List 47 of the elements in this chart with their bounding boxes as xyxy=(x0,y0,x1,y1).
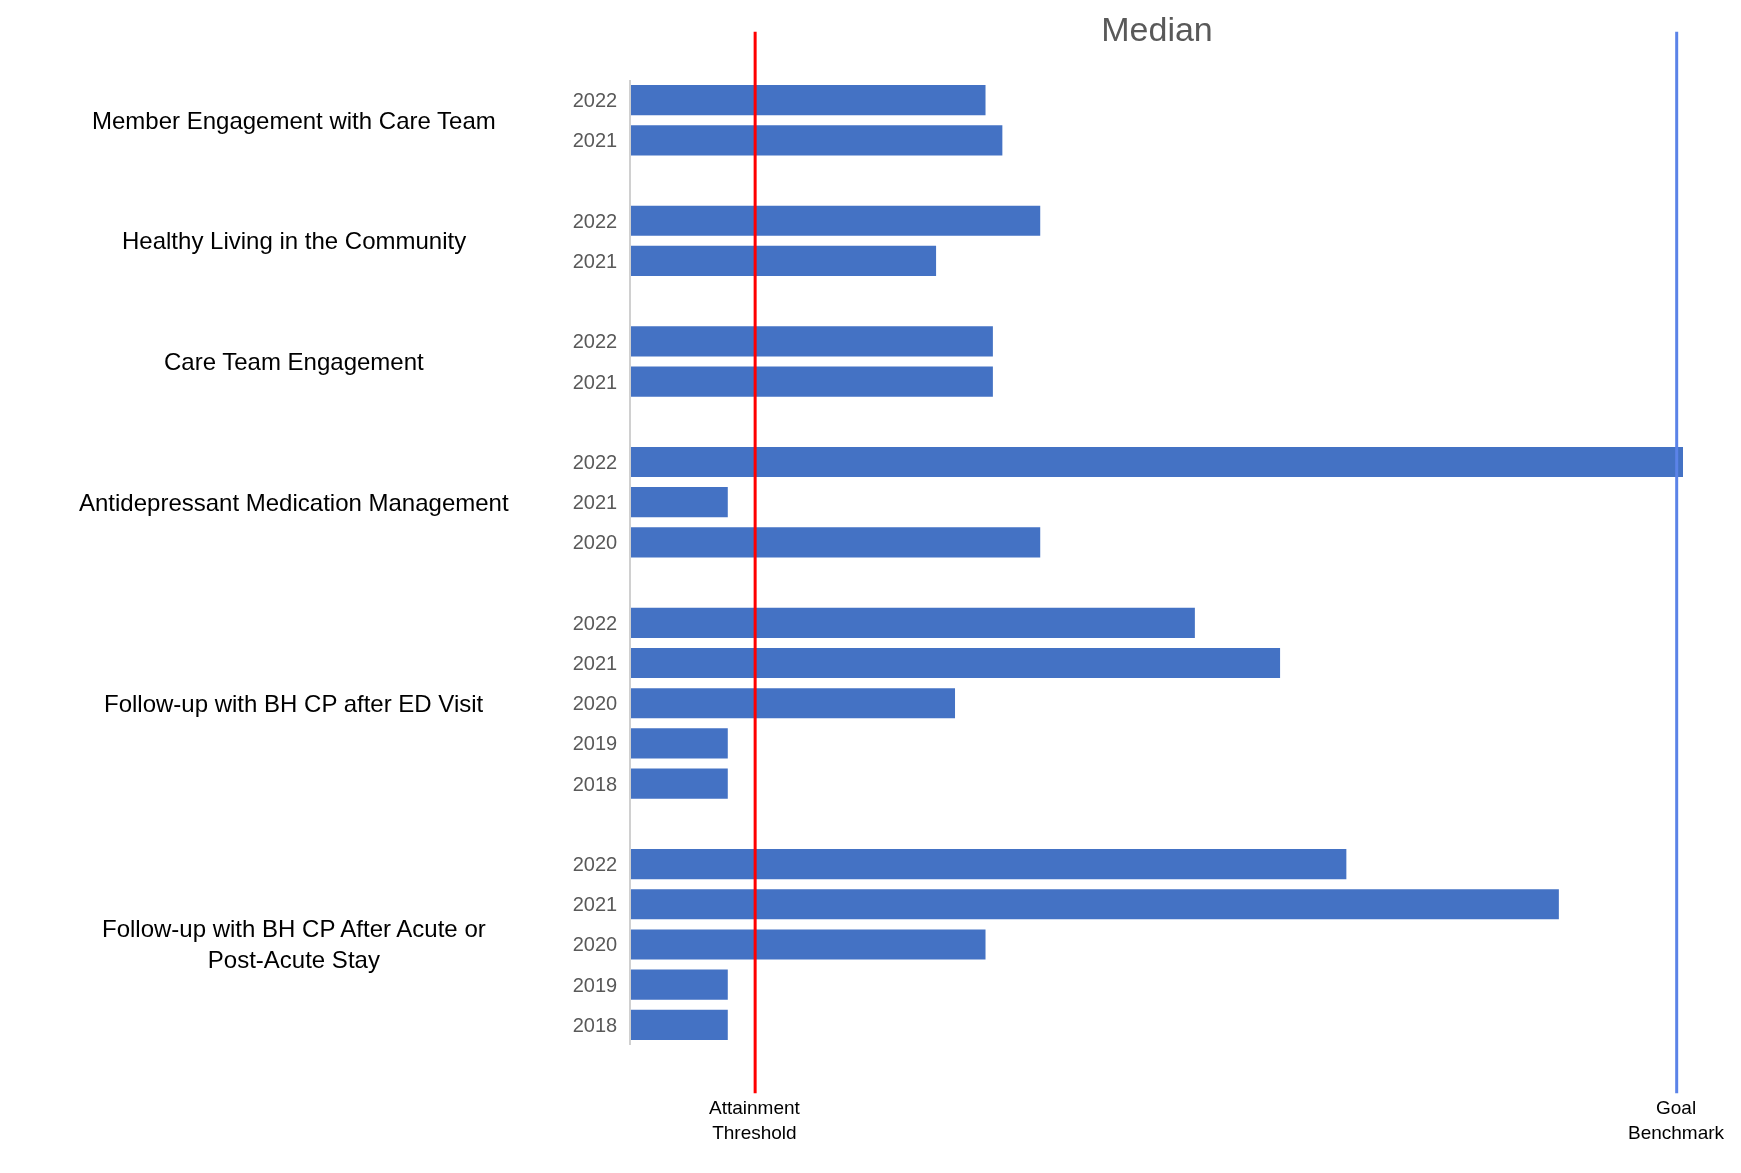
y-tick-label: 2021 xyxy=(572,129,618,152)
y-tick-label: 2022 xyxy=(572,450,618,473)
y-tick-label: 2018 xyxy=(572,772,618,795)
bar xyxy=(631,929,986,960)
bar xyxy=(631,125,1003,156)
y-tick-label: 2020 xyxy=(572,933,618,956)
y-tick-label: 2019 xyxy=(572,973,618,996)
chart-title: Median xyxy=(1101,10,1213,49)
ref-line-label: Attainment Threshold xyxy=(709,1097,801,1143)
bar xyxy=(631,848,1347,880)
y-tick-label: 2018 xyxy=(572,1013,618,1036)
text: Follow-up with BH CP after ED Visit xyxy=(104,690,484,717)
y-tick-label: 2022 xyxy=(572,853,618,876)
bar xyxy=(631,85,986,116)
bar xyxy=(631,889,1559,920)
bar xyxy=(631,446,1683,478)
text: Antidepressant Medication Management xyxy=(79,489,509,516)
y-tick-label: 2021 xyxy=(572,370,618,393)
bar xyxy=(631,688,956,719)
bar xyxy=(631,1009,728,1040)
bar xyxy=(631,768,728,799)
y-tick-label: 2020 xyxy=(572,531,618,554)
bar xyxy=(631,205,1041,236)
bar xyxy=(631,969,728,1000)
bar xyxy=(631,366,993,397)
y-tick-label: 2019 xyxy=(572,732,618,755)
y-tick-label: 2021 xyxy=(572,249,618,272)
bar xyxy=(631,728,728,759)
y-tick-label: 2022 xyxy=(572,209,618,232)
y-tick-label: 2022 xyxy=(572,330,618,353)
y-tick-label: 2022 xyxy=(572,89,618,112)
bar xyxy=(631,245,937,277)
y-tick-label: 2021 xyxy=(572,652,618,675)
y-tick-label: 2022 xyxy=(572,611,618,634)
text: Care Team Engagement xyxy=(164,348,425,375)
bar xyxy=(631,527,1041,558)
text: Follow-up with BH CP After Acute or Post-Acute Stay xyxy=(102,915,486,974)
bar xyxy=(631,607,1195,638)
bar xyxy=(631,326,993,357)
y-tick-label: 2021 xyxy=(572,893,618,916)
text: Member Engagement with Care Team xyxy=(92,107,496,134)
ref-line-label: Goal Benchmark xyxy=(1628,1097,1725,1143)
text: Healthy Living in the Community xyxy=(122,227,467,254)
bar xyxy=(631,647,1281,679)
bar xyxy=(631,487,728,518)
y-tick-label: 2020 xyxy=(572,692,618,715)
y-tick-label: 2021 xyxy=(572,491,618,514)
